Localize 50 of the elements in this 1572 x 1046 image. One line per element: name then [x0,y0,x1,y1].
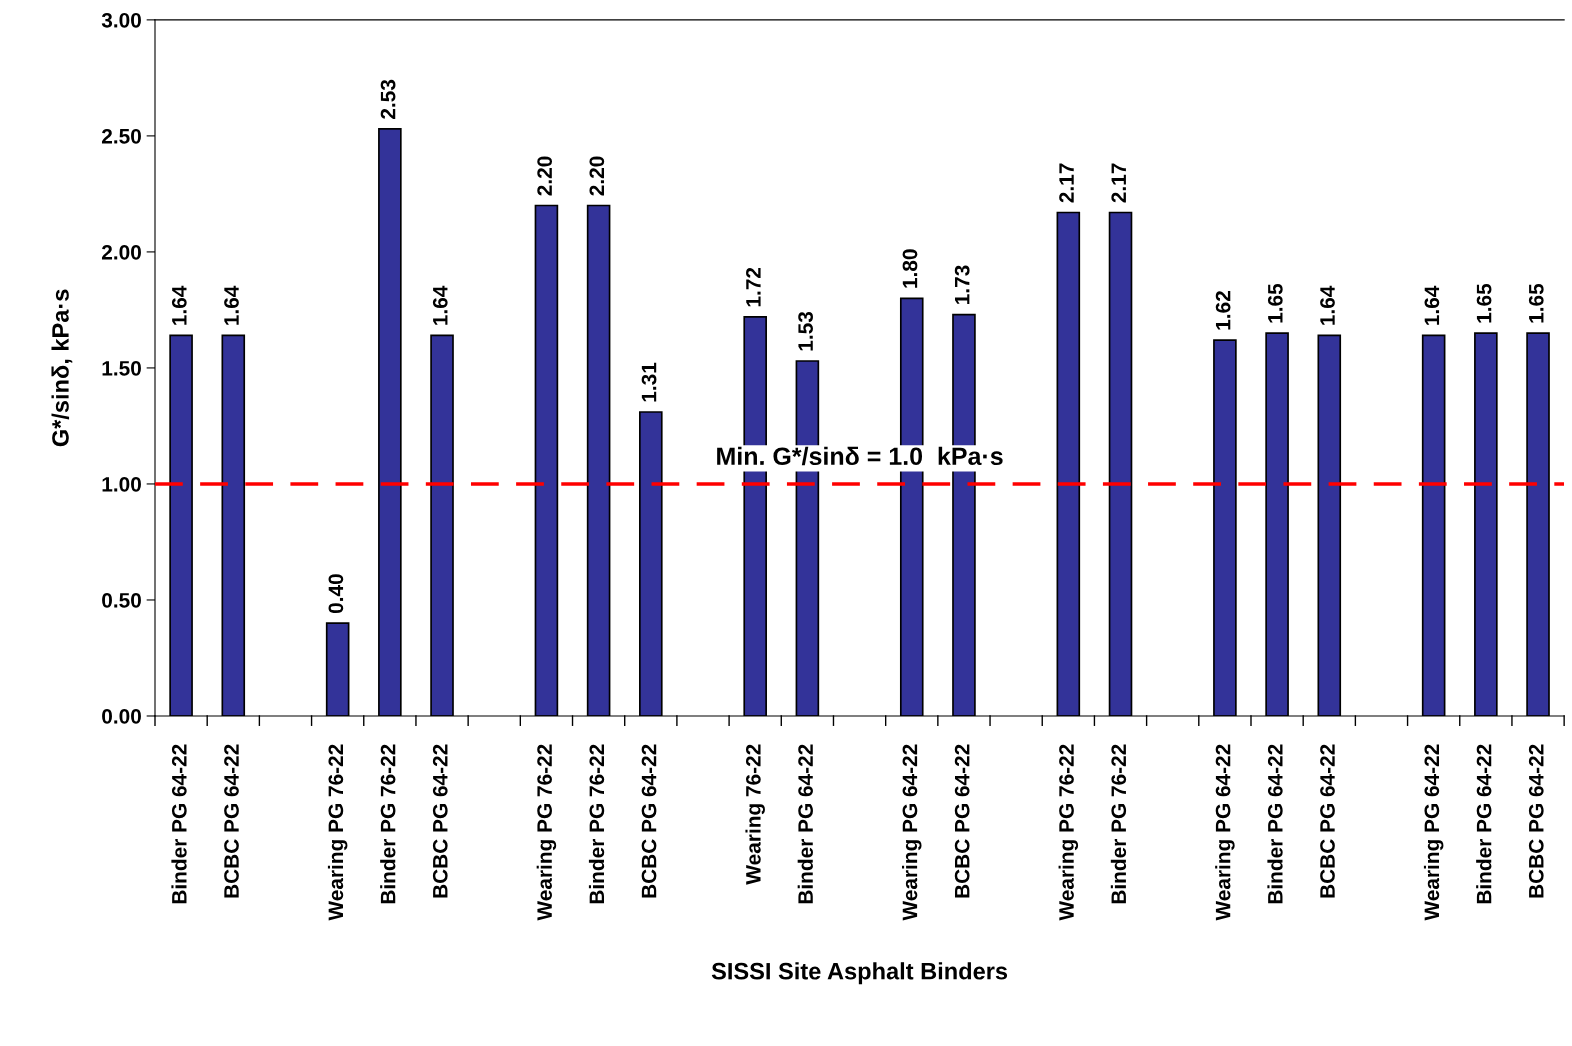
y-tick-label: 2.00 [101,244,141,260]
data-label: 1.53 [798,311,813,351]
x-tick-label: BCBC PG 64-22 [954,744,970,898]
data-label: 1.80 [902,249,918,288]
x-tick-label: Binder PG 64-22 [1476,744,1492,904]
data-label: 1.65 [1476,283,1492,323]
x-tick-label: Wearing PG 64-22 [1423,744,1444,921]
data-label: 1.64 [432,285,448,325]
data-label: 2.53 [380,79,396,119]
data-label: 2.20 [537,156,553,196]
x-tick-label: Binder PG 64-22 [171,744,187,904]
x-tick-label: BCBC PG 64-22 [432,744,448,898]
x-tick-label: Binder PG 76-22 [380,744,396,904]
x-tick-label: BCBC PG 64-22 [1528,744,1544,898]
x-tick-label: BCBC PG 64-22 [641,744,657,898]
y-tick-label: 1.50 [102,360,141,376]
data-label: 2.17 [1111,163,1126,203]
x-axis-title: SISSI Site Asphalt Binders [711,962,1008,985]
x-tick-label: Wearing PG 76-22 [1058,744,1079,921]
y-axis-title: G*/sinδ, kPa·s [51,289,73,447]
data-label: 2.17 [1059,163,1074,203]
x-tick-label: Binder PG 64-22 [797,744,813,904]
y-tick-label: 0.50 [102,592,141,608]
data-label: 1.65 [1267,283,1283,323]
data-label: 1.73 [954,265,970,304]
data-label: 1.64 [171,285,187,325]
x-tick-label: Wearing PG 64-22 [902,744,922,921]
data-label: 1.64 [1320,285,1335,325]
x-tick-label: Wearing PG 76-22 [536,744,557,921]
x-tick-label: Binder PG 76-22 [588,744,605,904]
x-tick-label: Wearing 76-22 [745,744,765,885]
data-label: 1.62 [1215,291,1231,330]
x-tick-label: Wearing PG 64-22 [1215,744,1235,921]
x-tick-label: BCBC PG 64-22 [224,744,239,898]
x-tick-label: Binder PG 64-22 [1267,744,1283,904]
data-label: 1.31 [641,362,657,402]
x-tick-label: BCBC PG 64-22 [1320,744,1335,898]
y-tick-label: 3.00 [101,12,141,28]
data-label: 2.20 [589,156,605,196]
x-tick-label: Binder PG 76-22 [1110,744,1127,904]
ref-line-label: Min. G*/sinδ = 1.0 kPa·s [717,446,1003,466]
data-label: 1.64 [224,285,239,325]
y-tick-label: 2.50 [101,128,141,144]
data-label: 1.65 [1528,283,1544,323]
x-tick-label: Wearing PG 76-22 [327,744,348,921]
data-label: 1.64 [1424,285,1440,325]
y-tick-label: 1.00 [102,476,141,492]
data-label: 1.72 [746,267,761,307]
y-tick-label: 0.00 [102,708,141,724]
data-label: 0.40 [328,574,344,614]
